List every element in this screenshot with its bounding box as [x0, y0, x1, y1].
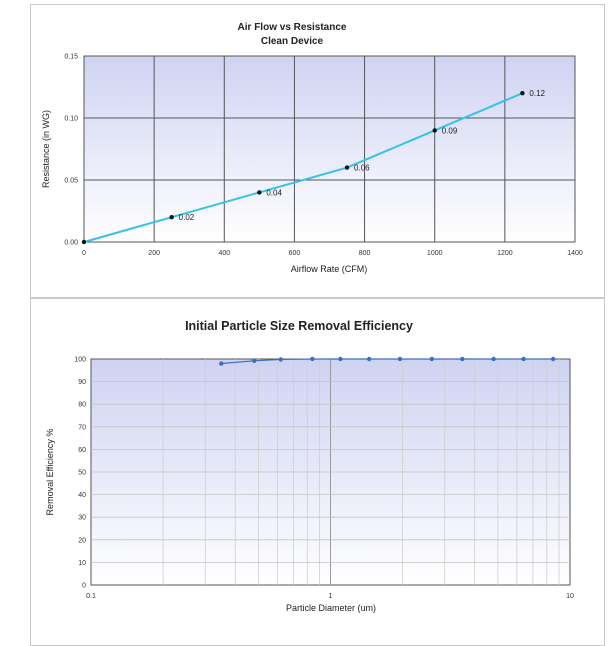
y-tick-label: 0.10	[64, 116, 78, 123]
y-axis-title: Resistance (in WG)	[41, 110, 51, 188]
y-tick-label: 0.15	[64, 54, 78, 61]
y-tick-label: 0	[82, 583, 86, 590]
x-tick-label: 600	[289, 250, 301, 257]
gridlines	[84, 56, 575, 242]
y-tick-labels: 0 10 20 30 40 50 60 70 80 90 100	[74, 357, 86, 590]
series-layer: 0.02 0.04 0.06 0.09 0.12	[81, 89, 546, 245]
y-tick-label: 90	[78, 379, 86, 386]
data-point	[278, 357, 283, 362]
y-tick-label: 0.05	[64, 178, 78, 185]
particle-efficiency-chart: Initial Particle Size Removal Efficiency…	[45, 319, 574, 613]
x-tick-label: 200	[148, 250, 160, 257]
y-tick-labels: 0.00 0.05 0.10 0.15	[64, 54, 78, 247]
chart-subtitle: Clean Device	[261, 36, 324, 47]
data-point	[429, 356, 435, 362]
y-tick-label: 30	[78, 515, 86, 522]
y-tick-label: 70	[78, 424, 86, 431]
x-tick-label: 1	[329, 593, 333, 600]
y-tick-label: 40	[78, 492, 86, 499]
data-point	[366, 356, 372, 362]
x-axis-title: Airflow Rate (CFM)	[291, 264, 368, 274]
data-point	[432, 128, 437, 133]
y-tick-label: 0.00	[64, 240, 78, 247]
data-point	[338, 356, 343, 362]
x-tick-label: 1000	[427, 250, 443, 257]
x-tick-label: 400	[218, 250, 230, 257]
data-label: 0.06	[354, 164, 370, 173]
data-point	[521, 356, 526, 362]
data-label: 0.04	[266, 188, 282, 197]
airflow-resistance-chart-panel: Air Flow vs Resistance Clean Device 0 200…	[30, 4, 605, 298]
series-layer	[219, 356, 556, 366]
series-line	[83, 92, 523, 243]
data-point	[81, 239, 87, 245]
data-point	[257, 190, 262, 195]
y-tick-label: 20	[78, 537, 86, 544]
data-label: 0.12	[529, 89, 545, 98]
x-tick-label: 1400	[567, 250, 583, 257]
data-label: 0.02	[179, 213, 195, 222]
data-point	[251, 358, 257, 364]
x-tick-labels: 0.1 1 10	[86, 593, 574, 600]
series-line	[221, 358, 554, 365]
data-point	[491, 356, 496, 362]
chart-title: Air Flow vs Resistance	[238, 22, 347, 33]
x-tick-labels: 0 200 400 600 800 1000 1200 1400	[82, 250, 583, 257]
x-tick-label: 0	[82, 250, 86, 257]
data-label: 0.09	[442, 126, 458, 135]
plot-area	[83, 55, 576, 243]
chart-title: Initial Particle Size Removal Efficiency	[185, 319, 413, 333]
x-axis-title: Particle Diameter (um)	[286, 603, 376, 613]
y-tick-label: 80	[78, 402, 86, 409]
data-point	[397, 356, 403, 362]
gridlines	[91, 359, 570, 585]
y-axis-title: Removal Efficiency %	[45, 429, 55, 516]
y-tick-label: 60	[78, 447, 86, 454]
data-point	[310, 356, 315, 362]
y-tick-label: 100	[74, 357, 86, 364]
particle-efficiency-chart-panel: Initial Particle Size Removal Efficiency…	[30, 298, 605, 646]
x-tick-label: 1200	[497, 250, 513, 257]
y-tick-label: 10	[78, 560, 86, 567]
airflow-resistance-chart: Air Flow vs Resistance Clean Device 0 200…	[41, 22, 583, 274]
data-point	[460, 356, 465, 362]
x-tick-label: 800	[359, 250, 371, 257]
data-point	[550, 356, 556, 362]
x-tick-label: 10	[566, 593, 574, 600]
data-point	[344, 165, 350, 170]
data-point	[169, 215, 174, 220]
data-point	[520, 91, 525, 96]
data-point	[219, 361, 224, 366]
x-tick-label: 0.1	[86, 593, 96, 600]
y-tick-label: 50	[78, 470, 86, 477]
